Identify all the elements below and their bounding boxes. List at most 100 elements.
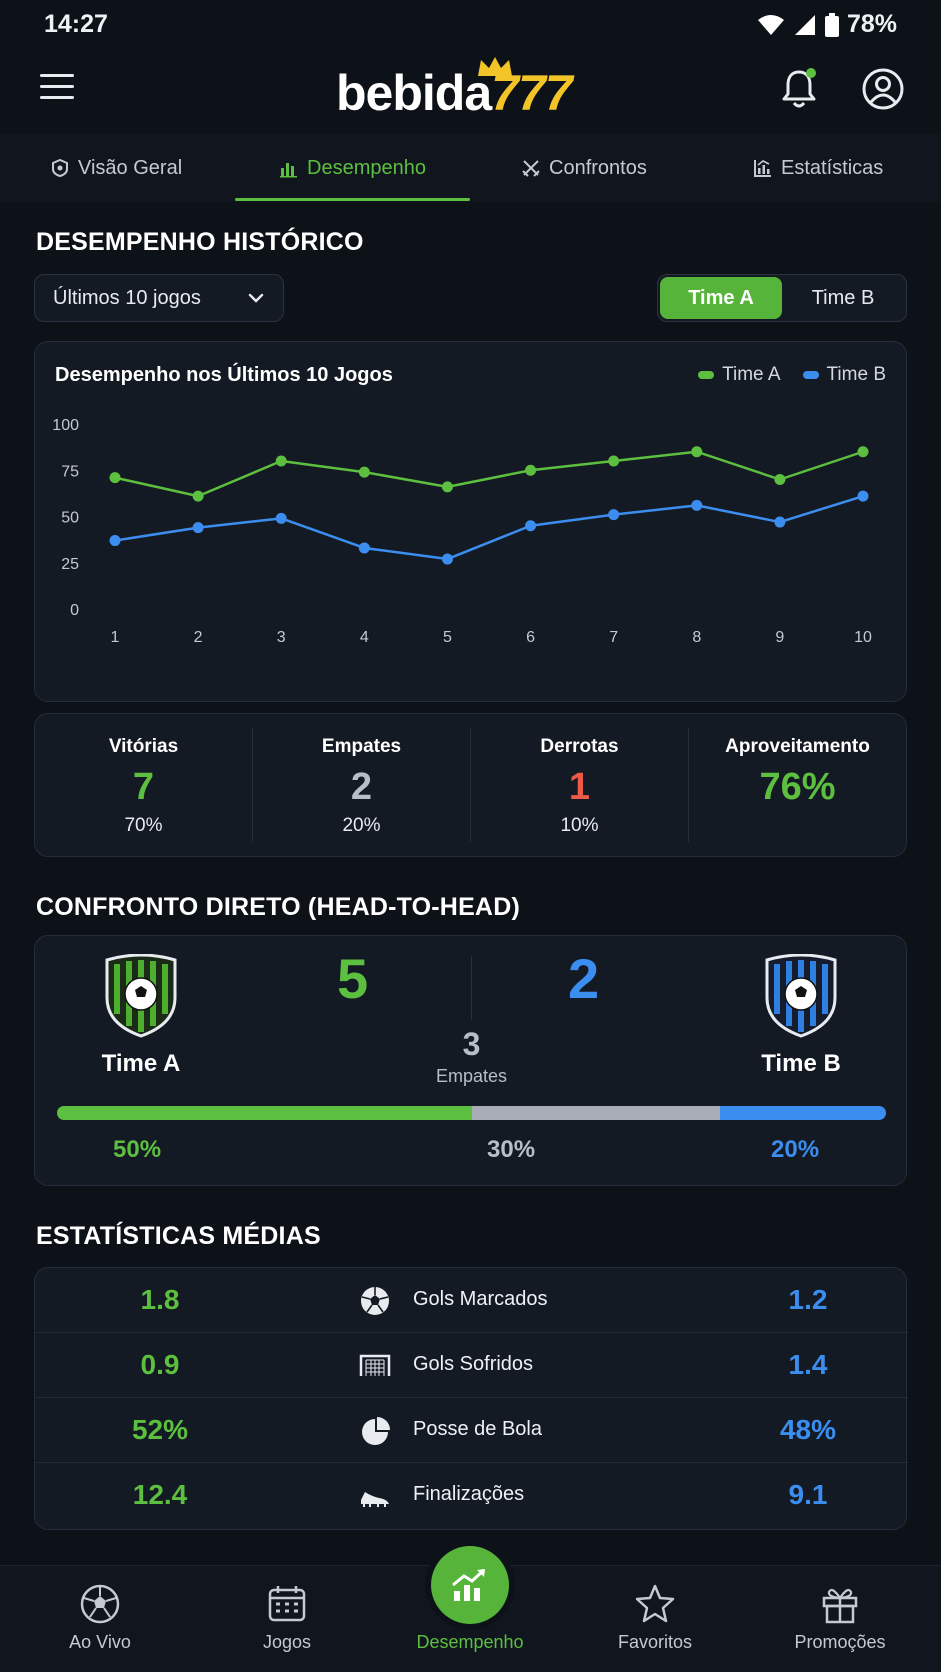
tab-confrontos[interactable]: Confrontos [521,134,647,202]
tab-bar: Visão Geral Desempenho Confrontos Estatí… [0,134,941,202]
nav-jogos[interactable]: Jogos [207,1566,367,1672]
draws-label: Empates [435,1066,508,1086]
results-summary-card: Vitórias 7 70% Empates 2 20% Derrotas 1 … [34,713,907,857]
data-point [774,516,786,528]
stat-value-team-a: 1.8 [140,1284,180,1315]
nav-label: Desempenho [416,1632,524,1652]
data-point [691,446,703,458]
games-range-dropdown[interactable]: Últimos 10 jogos [34,274,284,322]
y-tick-label: 25 [61,556,79,573]
summary-label: Empates [321,736,402,757]
toggle-time-a[interactable]: Time A [660,277,782,319]
tab-label: Desempenho [307,156,426,179]
tab-desempenho[interactable]: Desempenho [279,134,426,202]
team-b-pct: 20% [771,1136,820,1163]
desempenho-fab-button[interactable] [431,1546,509,1624]
summary-label: Vitórias [108,736,179,757]
team-a-wins: 5 [337,947,369,1010]
bar-segment-team-a [57,1106,472,1120]
series-line-time-a [114,450,864,498]
bar-segment-draws [471,1106,721,1120]
head-to-head-card: Time A 5 2 3 Empates Time B 50% 30% 20% [34,935,907,1186]
data-point [691,499,703,511]
summary-pct: 20% [342,815,381,836]
legend-swatch [802,371,819,379]
y-tick-label: 0 [70,602,79,619]
tab-label: Confrontos [549,156,647,179]
chart-legend: Time A Time B [698,364,886,386]
tab-label: Estatísticas [781,156,884,179]
draws-pct: 30% [487,1136,536,1163]
stat-value-team-b: 1.4 [788,1349,828,1380]
pie-chart-icon [362,1417,390,1445]
notification-badge [806,68,816,78]
series-line-time-b [114,494,864,561]
data-point [275,455,287,467]
x-tick-label: 9 [775,629,784,646]
x-tick-label: 8 [692,629,701,646]
x-tick-label: 4 [360,629,369,646]
star-icon [635,1584,675,1623]
crossed-swords-icon [522,160,540,177]
summary-pct: 70% [124,815,163,836]
data-point [109,472,121,484]
notifications-button[interactable] [780,68,818,110]
calendar-icon [268,1586,306,1622]
tab-visao-geral[interactable]: Visão Geral [50,134,182,202]
toggle-time-b[interactable]: Time B [811,286,875,309]
stat-value-team-b: 48% [779,1414,837,1445]
section-title-historic: DESEMPENHO HISTÓRICO [36,228,364,256]
team-b-name: Time B [761,1050,841,1077]
team-a-name: Time A [101,1050,181,1077]
stat-label: Posse de Bola [413,1418,542,1440]
summary-label: Aproveitamento [725,736,870,757]
team-b[interactable]: Time B [731,954,871,1078]
soccer-ball-icon [80,1584,120,1624]
stats-icon [754,160,771,177]
status-indicators: 78% [757,10,897,39]
shield-icon [52,158,68,178]
data-point [441,553,453,565]
soccer-ball-icon [361,1287,389,1315]
status-bar: 14:27 78% [0,0,941,48]
nav-ao-vivo[interactable]: Ao Vivo [20,1566,180,1672]
stat-row-shots: 12.4 Finalizações 9.1 [35,1463,908,1528]
stat-label: Gols Sofridos [413,1353,534,1375]
tab-estatisticas[interactable]: Estatísticas [753,134,883,202]
x-tick-label: 1 [111,629,120,646]
nav-desempenho[interactable]: Desempenho [390,1566,550,1672]
data-point [857,446,869,458]
tab-label: Visão Geral [78,156,183,179]
menu-button[interactable] [40,74,74,102]
average-stats-card: 1.8 Gols Marcados 1.2 0.9 Gols Sofridos … [34,1267,908,1530]
nav-favoritos[interactable]: Favoritos [575,1566,735,1672]
legend-item-time-a: Time A [698,364,781,386]
profile-button[interactable] [862,68,904,110]
y-tick-label: 50 [61,510,79,527]
x-tick-label: 5 [443,629,452,646]
stat-value-team-b: 9.1 [788,1479,828,1510]
summary-value: 1 [568,766,591,808]
logo[interactable]: bebida 777 [336,57,573,122]
legend-label: Time B [826,364,886,385]
data-point [525,464,537,476]
data-point [358,466,370,478]
stat-value-team-a: 12.4 [132,1479,188,1510]
data-point [774,474,786,485]
h2h-distribution-bar [57,1106,886,1120]
wifi-icon [757,14,784,35]
nav-promocoes[interactable]: Promoções [760,1566,920,1672]
stat-row-goals-conceded: 0.9 Gols Sofridos 1.4 [35,1333,908,1398]
gift-icon [822,1588,858,1624]
x-tick-label: 7 [609,629,618,646]
data-point [358,542,370,554]
team-a[interactable]: Time A [71,954,211,1078]
summary-value: 76% [759,766,836,808]
nav-label: Favoritos [617,1632,693,1652]
battery-level: 78% [846,10,897,38]
stat-label: Gols Marcados [413,1288,548,1310]
performance-chart-card: 0 25 50 75 100 1 2 3 4 5 6 7 8 9 10 Desempenho nos Últ… [34,341,907,702]
stat-row-goals-scored: 1.8 Gols Marcados 1.2 [35,1268,908,1333]
stat-label: Finalizações [413,1483,525,1505]
data-point [608,509,620,521]
